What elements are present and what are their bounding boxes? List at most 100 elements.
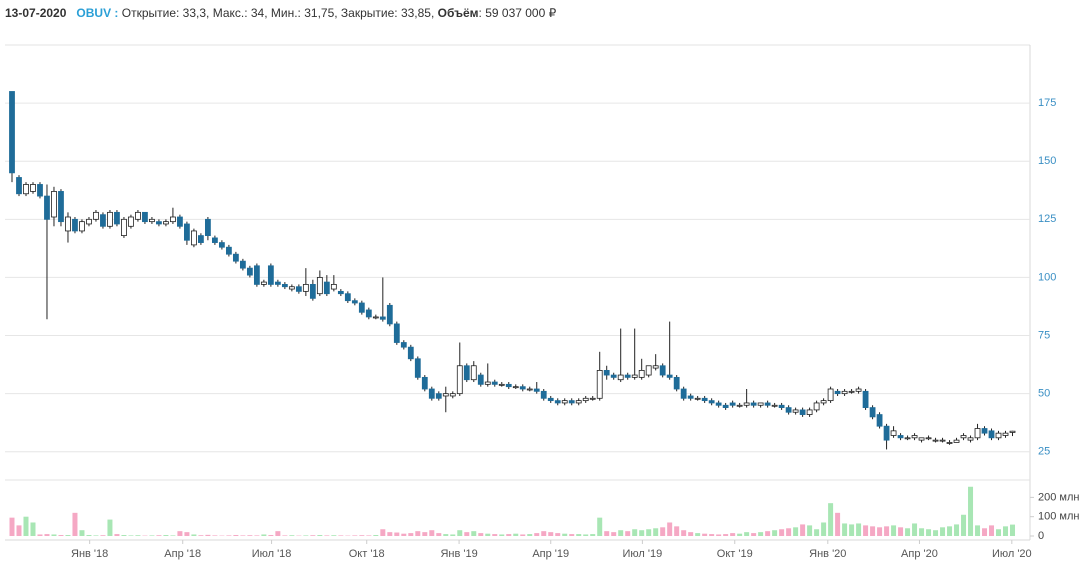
volume-bar <box>807 525 813 536</box>
candle-body <box>904 437 911 440</box>
volume-bar <box>478 533 484 536</box>
candle-body <box>358 302 365 313</box>
volume-bar <box>30 522 36 536</box>
x-tick-label: Янв '20 <box>809 548 846 560</box>
volume-bar <box>282 535 288 536</box>
volume-bar <box>625 531 631 536</box>
candle-body <box>428 388 435 399</box>
volume-bar <box>450 534 456 536</box>
volume-bar <box>198 535 204 536</box>
candle-body <box>750 402 757 406</box>
volume-bar <box>331 535 337 536</box>
volume-bar <box>268 535 274 536</box>
candle-body <box>156 221 162 225</box>
candle-body <box>414 358 421 378</box>
volume-bar <box>422 532 428 536</box>
volume-bar <box>716 534 722 536</box>
candle-body <box>862 390 869 408</box>
candle-body <box>561 400 568 404</box>
volume-bar <box>975 525 981 536</box>
x-tick-label: Апр '18 <box>164 548 201 560</box>
candle-body <box>540 390 547 399</box>
ticker: OBUV : <box>76 6 119 20</box>
volume-bar <box>128 535 134 536</box>
volume-bar <box>394 532 400 536</box>
volume-bar <box>737 533 743 536</box>
volume-bar <box>681 530 687 536</box>
candle-body <box>841 390 848 395</box>
volume-bar <box>226 535 232 536</box>
candle-body <box>806 409 813 415</box>
volume-bar <box>9 517 15 536</box>
volume-bar <box>275 531 281 536</box>
volume-bar <box>324 535 330 536</box>
volume-bar <box>93 535 99 536</box>
candle-body <box>16 177 22 195</box>
candle-body <box>72 218 78 232</box>
volume-bar <box>254 535 260 536</box>
candle-body <box>659 365 666 376</box>
volume-bar <box>16 525 22 536</box>
volume-bar <box>212 535 218 536</box>
candle-body <box>198 235 204 243</box>
candle-body <box>491 381 498 385</box>
candle-body <box>743 402 750 406</box>
volume-bar <box>996 529 1002 536</box>
candle-body <box>694 397 701 400</box>
volume-bar <box>79 530 85 536</box>
x-tick-label: Апр '20 <box>901 548 938 560</box>
volume-bar <box>436 533 442 536</box>
volume-bar <box>779 529 785 536</box>
candle-body <box>771 404 778 407</box>
candle-body <box>400 342 407 348</box>
candle-body <box>65 216 71 232</box>
volume-bar <box>898 527 904 536</box>
candle-body <box>946 442 953 444</box>
candle-body <box>848 390 855 393</box>
volume-bar <box>149 535 155 536</box>
candle-body <box>295 286 302 292</box>
volume-bar <box>562 533 568 536</box>
candle-body <box>834 390 841 395</box>
candle-body <box>386 304 393 325</box>
volume-bar <box>926 529 932 536</box>
volume-bar <box>730 533 736 536</box>
candle-body <box>792 409 799 413</box>
candle-body <box>757 402 764 406</box>
candle-body <box>30 184 36 192</box>
candle-body <box>701 397 708 402</box>
y-tick-label: 150 <box>1038 155 1056 167</box>
volume-bar <box>632 529 638 536</box>
candle-body <box>918 437 925 441</box>
candle-body <box>218 242 225 248</box>
volume-bar <box>702 533 708 536</box>
volume-bar <box>310 535 316 536</box>
volume-bar <box>919 528 925 536</box>
candle-body <box>100 214 106 227</box>
x-tick-label: Июл '18 <box>252 548 292 560</box>
candle-body <box>610 374 617 378</box>
volume-bar <box>723 534 729 536</box>
candle-body <box>246 267 253 276</box>
volume-bar <box>646 529 652 536</box>
volume-bar <box>639 530 645 536</box>
candle-body <box>281 284 288 288</box>
candle-body <box>93 211 99 220</box>
volume-bar <box>72 512 78 536</box>
candle-body <box>974 428 981 439</box>
candle-body <box>260 281 267 285</box>
candle-body <box>883 425 890 441</box>
candle-body <box>309 284 316 299</box>
volume-bar <box>793 527 799 536</box>
candle-body <box>687 395 694 399</box>
candle-body <box>372 316 379 319</box>
candle-body <box>44 195 50 220</box>
stats: Открытие: 33,3, Макс.: 34, Мин.: 31,75, … <box>121 6 435 20</box>
candle-body <box>617 374 624 381</box>
candle-body <box>337 290 344 295</box>
candle-body <box>645 365 652 376</box>
volume-bar <box>695 533 701 536</box>
candle-body <box>330 284 337 290</box>
volume-bar <box>583 534 589 536</box>
